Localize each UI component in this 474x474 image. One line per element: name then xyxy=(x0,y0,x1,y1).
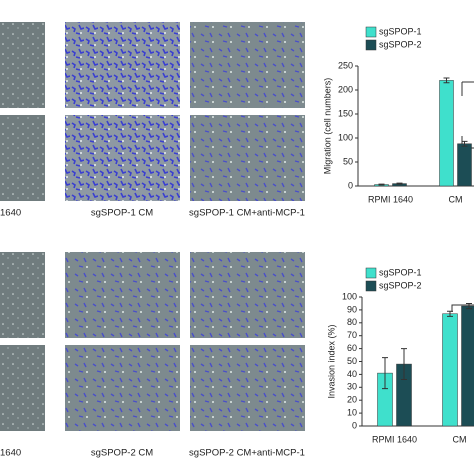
y-tick-label: 80 xyxy=(347,317,357,327)
y-tick-label: 10 xyxy=(347,407,357,417)
x-tick-label: CM xyxy=(449,194,463,204)
micrograph xyxy=(190,22,305,108)
image-caption: sgSPOP-2 CM+anti-MCP-1 xyxy=(189,448,305,459)
error-bar xyxy=(396,182,403,185)
error-bar xyxy=(461,140,468,147)
micrograph xyxy=(190,115,305,201)
error-bar xyxy=(382,357,388,390)
micrograph xyxy=(0,115,45,201)
image-caption: sgSPOP-1 CM+anti-MCP-1 xyxy=(189,208,305,219)
error-bar xyxy=(443,77,450,84)
micrograph xyxy=(0,22,45,108)
error-bar xyxy=(447,310,453,317)
y-tick-label: 90 xyxy=(347,304,357,314)
x-tick-label: CM xyxy=(453,434,467,444)
significance-bracket xyxy=(451,304,474,312)
y-tick-label: 70 xyxy=(347,330,357,340)
micrograph xyxy=(0,345,45,431)
y-tick-label: 100 xyxy=(342,291,357,301)
micrograph xyxy=(65,115,180,201)
legend-label: sgSPOP-2 xyxy=(379,39,422,49)
micrograph xyxy=(65,22,180,108)
legend-label: sgSPOP-2 xyxy=(379,280,422,290)
legend-swatch xyxy=(365,26,377,38)
micrograph xyxy=(190,252,305,338)
error-bar xyxy=(466,302,472,310)
y-tick-label: 0 xyxy=(352,420,357,430)
y-tick-label: 30 xyxy=(347,382,357,392)
error-bar xyxy=(401,348,407,381)
y-tick-label: 40 xyxy=(347,369,357,379)
y-tick-label: 20 xyxy=(347,395,357,405)
y-tick-label: 50 xyxy=(343,156,353,166)
micrograph xyxy=(65,252,180,338)
significance-bracket xyxy=(461,81,474,149)
bar xyxy=(461,305,474,427)
bar xyxy=(457,143,472,187)
error-bar xyxy=(378,183,385,186)
image-caption: 1640 xyxy=(0,208,21,219)
legend-swatch xyxy=(365,39,377,51)
y-tick-label: 60 xyxy=(347,343,357,353)
legend-label: sgSPOP-1 xyxy=(379,267,422,277)
y-tick-label: 0 xyxy=(348,180,353,190)
legend-swatch xyxy=(365,280,377,292)
image-caption: sgSPOP-2 CM xyxy=(91,448,153,459)
bar xyxy=(442,313,458,427)
y-axis-label: Invasion index (%) xyxy=(326,324,336,398)
y-tick-label: 200 xyxy=(338,84,353,94)
micrograph xyxy=(190,345,305,431)
bar xyxy=(439,80,454,187)
micrograph xyxy=(65,345,180,431)
y-tick-label: 50 xyxy=(347,356,357,366)
x-tick-label: RPMI 1640 xyxy=(372,434,417,444)
image-caption: sgSPOP-1 CM xyxy=(91,208,153,219)
micrograph xyxy=(0,252,45,338)
x-tick-label: RPMI 1640 xyxy=(368,194,413,204)
y-tick-label: 250 xyxy=(338,60,353,70)
image-caption: 1640 xyxy=(0,448,21,459)
legend-swatch xyxy=(365,267,377,279)
y-tick-label: 150 xyxy=(338,108,353,118)
y-axis-label: Migration (cell numbers) xyxy=(322,78,332,175)
micrographs xyxy=(0,22,305,431)
legend-label: sgSPOP-1 xyxy=(379,26,422,36)
y-tick-label: 100 xyxy=(338,132,353,142)
